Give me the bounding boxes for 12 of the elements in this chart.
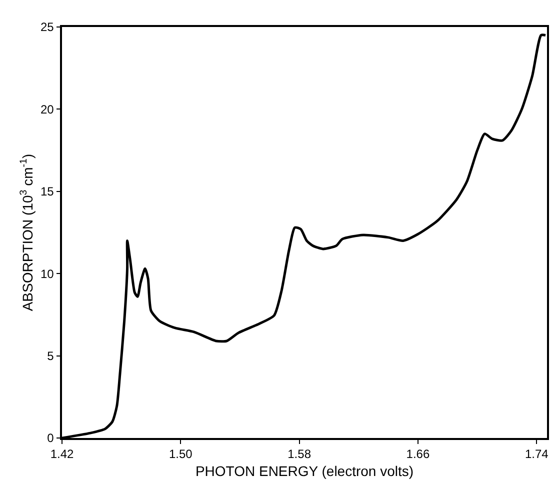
x-tick-label: 1.66 [406, 447, 430, 462]
y-tick-label: 5 [47, 349, 54, 363]
y-tick-label: 20 [40, 102, 54, 116]
x-tick-label: 1.50 [168, 447, 193, 462]
y-tick-label: 10 [40, 266, 54, 281]
y-tick-label: 0 [47, 431, 54, 446]
x-tick-label: 1.58 [288, 447, 312, 462]
x-tick-label: 1.42 [50, 447, 74, 462]
x-axis-title: PHOTON ENERGY (electron volts) [195, 462, 414, 479]
y-tick-label: 15 [40, 184, 54, 199]
x-tick-label: 1.74 [524, 447, 549, 462]
y-tick-label: 25 [40, 20, 54, 34]
